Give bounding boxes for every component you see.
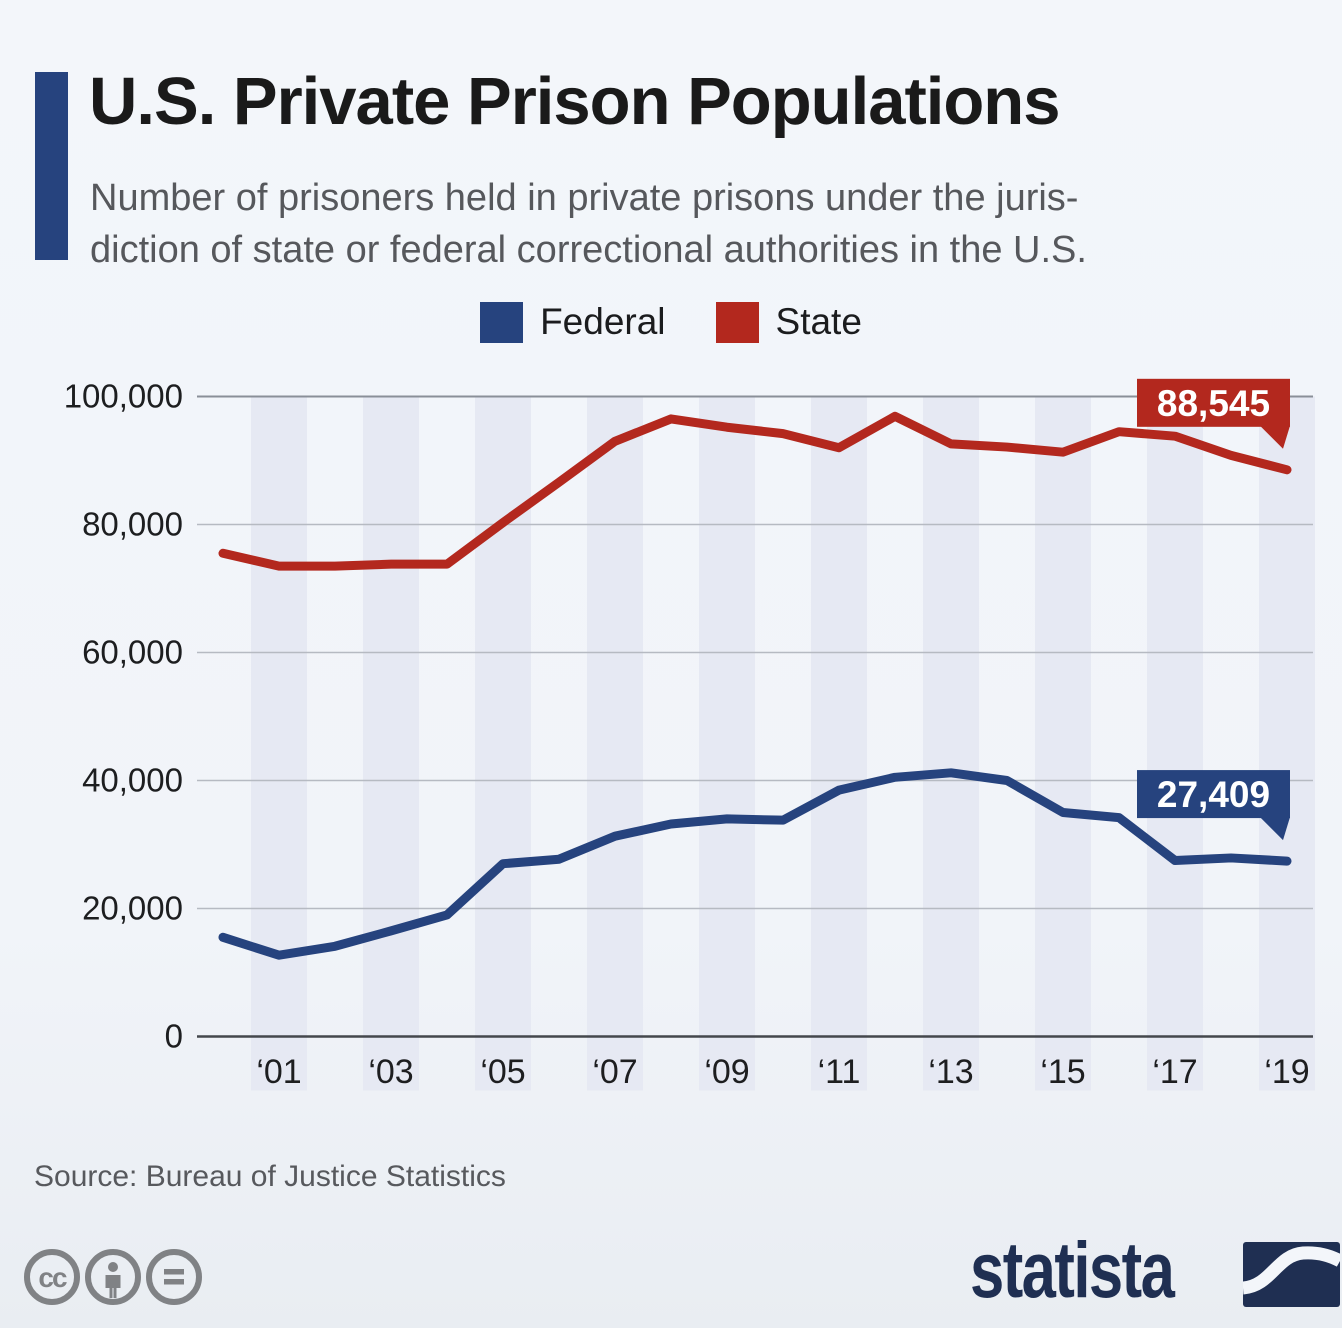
year-band xyxy=(1259,396,1315,1091)
legend-item-federal: Federal xyxy=(480,301,666,343)
cc-license-icons: cc xyxy=(24,1249,202,1305)
year-band xyxy=(251,396,307,1091)
cc-nd-equals-icon xyxy=(146,1249,202,1305)
year-band xyxy=(811,396,867,1091)
x-tick-label: ‘19 xyxy=(1264,1053,1309,1091)
page-title: U.S. Private Prison Populations xyxy=(89,64,1061,139)
y-tick-label: 40,000 xyxy=(82,762,183,799)
legend-item-state: State xyxy=(715,301,862,343)
x-tick-label: ‘07 xyxy=(592,1053,637,1091)
year-band xyxy=(587,396,643,1091)
federal-line xyxy=(218,768,1292,960)
federal-value-label: 27,409 xyxy=(1157,774,1270,815)
year-band xyxy=(1147,396,1203,1091)
subtitle-line-1: Number of prisoners held in private pris… xyxy=(90,177,1079,219)
y-tick-label: 80,000 xyxy=(82,506,183,543)
legend-label-state: State xyxy=(775,301,862,342)
chart-legend: Federal State xyxy=(0,301,1342,343)
y-tick-label: 0 xyxy=(165,1018,183,1055)
title-accent-bar xyxy=(35,72,68,260)
federal-swatch-icon xyxy=(480,301,524,343)
chart-subtitle: Number of prisoners held in private pris… xyxy=(90,172,1330,276)
cc-letters: cc xyxy=(38,1262,67,1293)
legend-label-federal: Federal xyxy=(540,301,666,342)
cc-icon: cc xyxy=(24,1249,80,1305)
year-band xyxy=(475,396,531,1091)
x-tick-label: ‘01 xyxy=(256,1053,301,1091)
source-attribution: Source: Bureau of Justice Statistics xyxy=(34,1160,506,1193)
cc-by-person-icon xyxy=(85,1249,141,1305)
x-tick-label: ‘17 xyxy=(1152,1053,1197,1091)
year-band xyxy=(923,396,979,1091)
y-tick-label: 20,000 xyxy=(82,890,183,927)
x-tick-label: ‘11 xyxy=(818,1053,861,1091)
x-tick-label: ‘05 xyxy=(480,1053,525,1091)
y-tick-label: 100,000 xyxy=(64,378,183,415)
statista-wordmark: statista xyxy=(970,1225,1175,1314)
x-tick-label: ‘09 xyxy=(704,1053,749,1091)
state-value-pointer xyxy=(1260,425,1290,449)
y-tick-label: 60,000 xyxy=(82,634,183,671)
subtitle-line-2: diction of state or federal correctional… xyxy=(90,229,1087,271)
x-tick-label: ‘15 xyxy=(1040,1053,1085,1091)
federal-value-pointer xyxy=(1260,817,1290,841)
statista-s-curve-icon xyxy=(1243,1242,1340,1307)
federal-value-box xyxy=(1137,770,1290,819)
x-tick-label: ‘03 xyxy=(368,1053,413,1091)
state-swatch-icon xyxy=(715,301,759,343)
year-band xyxy=(1035,396,1091,1091)
state-value-label: 88,545 xyxy=(1157,383,1270,424)
year-band xyxy=(363,396,419,1091)
x-tick-label: ‘13 xyxy=(928,1053,973,1091)
year-band xyxy=(699,396,755,1091)
state-value-box xyxy=(1137,378,1290,427)
statista-logo: statista xyxy=(970,1225,1231,1314)
state-line xyxy=(218,411,1292,571)
